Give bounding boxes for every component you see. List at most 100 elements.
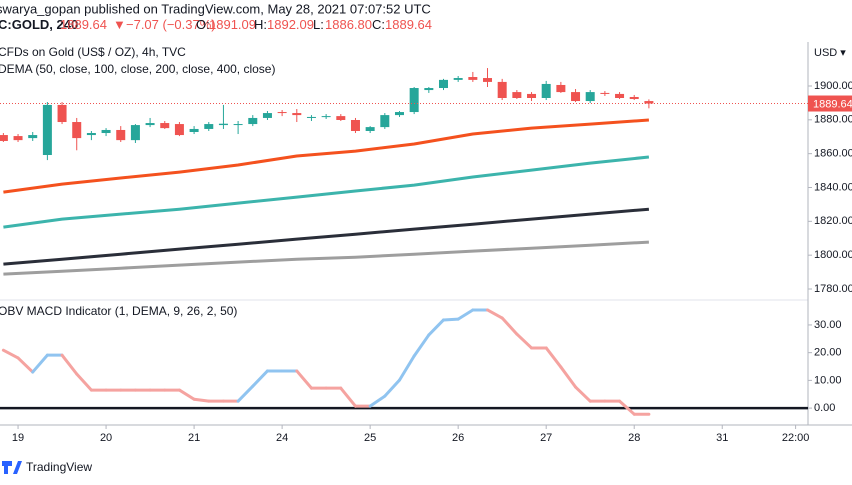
candle-body [145,123,155,126]
indicator-segment [236,384,255,403]
x-tick-label: 20 [100,432,112,444]
y-tick-label: 20.00 [814,347,842,359]
candle-body [160,123,170,129]
x-tick-label: 24 [276,432,288,444]
last-price-box [808,95,852,112]
indicator-segment [368,394,387,408]
y-tick-label: 10.00 [814,374,842,386]
indicator-segment [515,332,534,350]
y-tick-label: 1800.00 [814,249,852,261]
y-tick-label: 1880.00 [814,114,852,126]
candle-body [292,113,302,116]
indicator-segment [295,369,313,390]
low-label: L: [313,17,324,32]
indicator-segment [16,356,35,374]
indicator-segment [397,354,416,382]
indicator-segment [559,365,578,389]
series-title: CFDs on Gold (US$ / OZ), 4h, TVC [0,45,186,59]
ema-line [3,207,650,266]
y-tick-label: 1900.00 [814,80,852,92]
symbol-line: C:GOLD, 240 1889.64 ▼ −7.07 (−0.37%) O: … [0,17,432,32]
indicator-segment [544,346,563,369]
publisher: swarya_gopan published on TradingView.co… [0,1,431,16]
indicator-segment [339,386,357,408]
candle-body [101,129,111,134]
indicator-segment [456,308,475,321]
indicator-segment [251,369,269,388]
candle-body [336,116,346,120]
x-tick-label: 28 [628,432,640,444]
candle-body [571,92,581,102]
last-price: 1889.64 [60,17,107,32]
x-tick-label: 27 [540,432,552,444]
candle-body [130,125,140,141]
x-tick-label: 25 [364,432,376,444]
y-tick-label: 1820.00 [814,215,852,227]
indicator-segment [60,353,79,376]
candle-body [233,124,243,126]
candle-body [57,104,67,123]
candle-body [262,113,272,118]
candle-body [365,127,375,131]
open-label: O: [196,17,210,32]
change-arrow: ▼ [113,17,126,32]
x-tick-label: 22:00 [782,432,810,444]
candle-body [306,116,316,118]
open: 1891.09 [209,17,256,32]
candle-body [248,117,258,125]
y-tick-label: 0.00 [814,402,835,414]
candle-body [380,115,390,128]
candle-body [409,88,419,113]
candle-body [72,122,82,139]
high-label: H: [254,17,267,32]
candle-body [424,88,434,91]
candle-body [438,79,448,89]
high: 1892.09 [267,17,314,32]
candle-body [600,92,610,94]
candle-body [615,93,625,98]
low: 1886.80 [325,17,372,32]
x-tick-label: 19 [12,432,24,444]
candle-body [350,119,360,131]
candle-body [174,124,184,136]
candle-body [116,129,126,141]
candle-body [204,124,214,129]
candle-body [42,104,52,156]
x-tick-label: 21 [188,432,200,444]
candle-body [629,96,639,100]
candle-body [453,78,463,80]
indicator-segment [412,333,431,358]
y-tick-label: 30.00 [814,319,842,331]
candle-body [0,135,8,141]
y-tick-label: 1780.00 [814,283,852,295]
indicator-title: OBV MACD Indicator (1, DEMA, 9, 26, 2, 5… [0,304,237,318]
candle-body [189,128,199,133]
symbol: C:GOLD, 240 [0,17,78,32]
candle-body [277,112,287,114]
x-tick-label: 31 [716,432,728,444]
close: 1889.64 [385,17,432,32]
candle-body [527,93,537,98]
indicator-segment [1,348,20,360]
candle-body [28,135,38,139]
candle-body [13,136,23,141]
candle-body [644,101,654,104]
currency: USD ▾ [814,47,846,59]
logo [2,461,22,474]
footer-logo [2,461,22,474]
indicator-segment [75,372,93,392]
candle-body [321,116,331,118]
brand: TradingView [26,460,92,474]
y-tick-label: 1840.00 [814,181,852,193]
candle-body [483,78,493,82]
y-tick-label: 1860.00 [814,148,852,160]
x-tick-label: 26 [452,432,464,444]
last-price-label: 1889.64 [813,98,852,110]
candle-body [218,123,228,126]
indicator-segment [383,378,401,398]
indicator-segment [574,385,592,403]
indicator-segment [486,308,504,320]
candle-body [394,112,404,116]
indicator-segment [177,388,196,401]
